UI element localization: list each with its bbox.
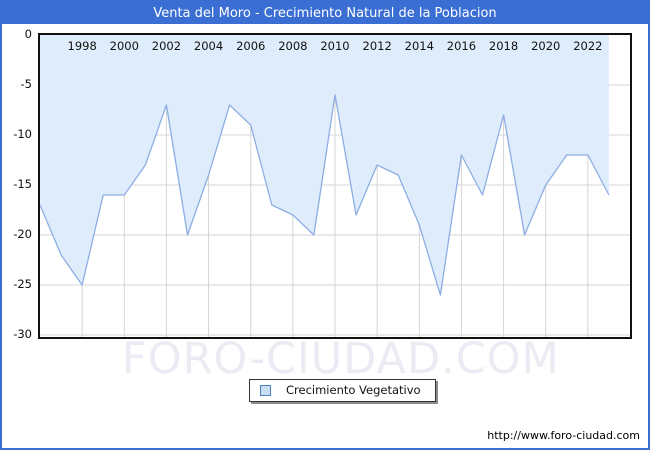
- x-tick-label: 2008: [278, 39, 308, 53]
- x-tick-label: 2016: [446, 39, 477, 53]
- legend-swatch: [260, 384, 271, 396]
- x-tick-label: 2000: [109, 39, 139, 53]
- x-tick-label: 1998: [67, 39, 97, 53]
- y-tick-label: -25: [13, 277, 32, 291]
- x-tick-label: 2014: [404, 39, 434, 53]
- legend: Crecimiento Vegetativo: [249, 379, 436, 402]
- x-tick-label: 2006: [236, 39, 266, 53]
- chart-title: Venta del Moro - Crecimiento Natural de …: [153, 5, 497, 21]
- x-tick-label: 2004: [193, 39, 224, 53]
- y-tick-label: -10: [13, 127, 32, 141]
- y-tick-label: -5: [20, 77, 32, 91]
- footer-url: http://www.foro-ciudad.com: [487, 429, 640, 442]
- x-tick-label: 2010: [320, 39, 350, 53]
- x-tick-label: 2020: [531, 39, 561, 53]
- x-tick-label: 2018: [488, 39, 519, 53]
- x-tick-label: 2012: [362, 39, 392, 53]
- plot-area: 1998 2000 2002 2004 2006 2008 2010 2012 2014 2016…: [38, 33, 632, 339]
- y-tick-label: -15: [13, 177, 32, 191]
- data-line: [40, 94, 610, 296]
- x-tick-label: 2022: [573, 39, 603, 53]
- legend-label: Crecimiento Vegetativo: [286, 383, 421, 397]
- y-tick-label: -30: [13, 327, 32, 341]
- chart-title-bar: Venta del Moro - Crecimiento Natural de …: [2, 2, 648, 24]
- y-tick-label: 0: [24, 27, 32, 41]
- x-tick-label: 2002: [151, 39, 182, 53]
- watermark: FORO-CIUDAD.COM: [122, 334, 560, 384]
- area-fill: [40, 35, 609, 295]
- y-tick-label: -20: [13, 227, 32, 241]
- area-chart: [40, 35, 630, 337]
